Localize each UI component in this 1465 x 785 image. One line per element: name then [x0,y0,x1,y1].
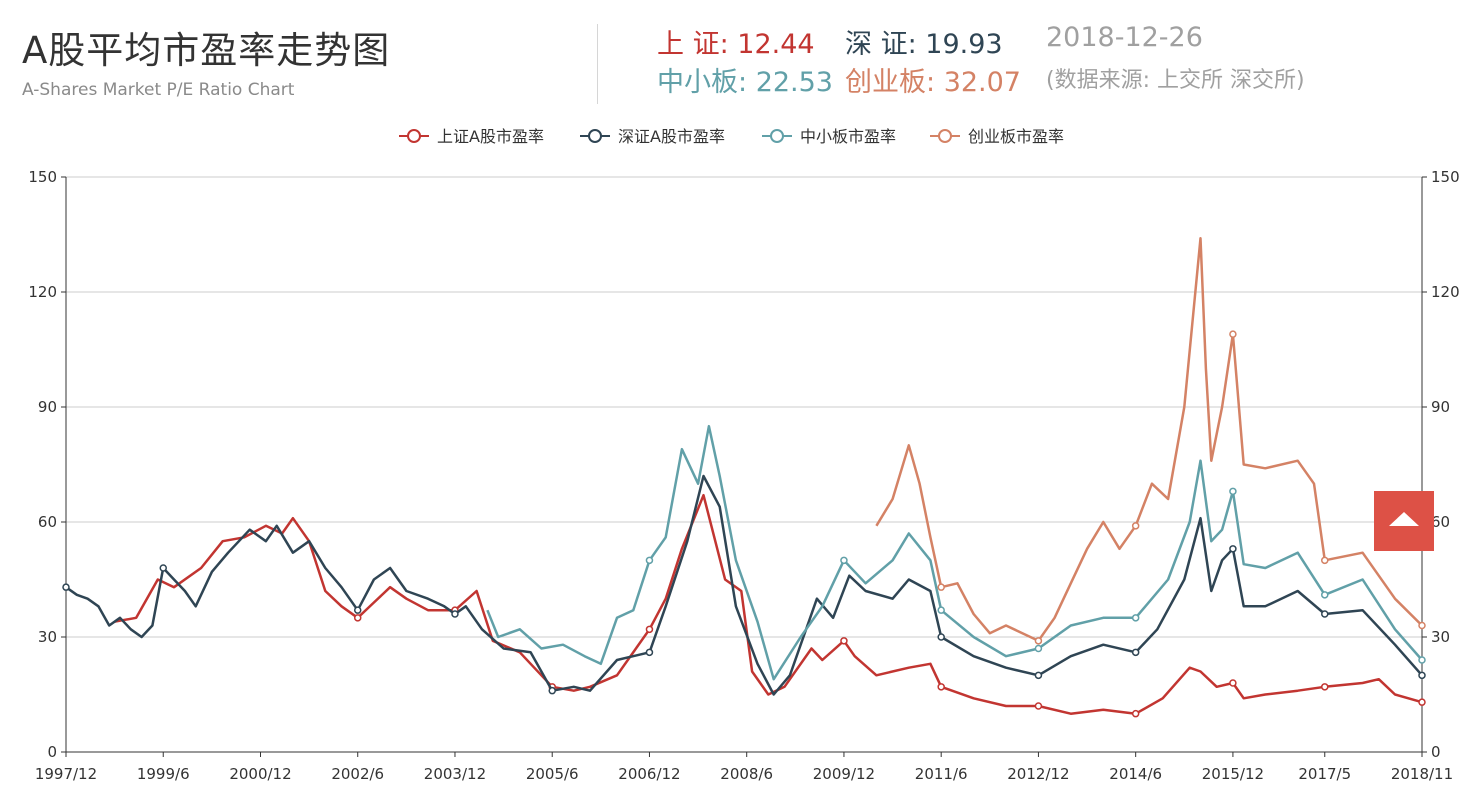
page-subtitle: A-Shares Market P/E Ratio Chart [22,80,295,100]
shenzhen-pe-stat: 深 证: 19.93 [845,22,1003,61]
series-point [840,556,848,565]
chinext-pe-label: 创业板: [845,67,944,98]
y-tick-label: 120 [28,283,57,301]
series-point [1131,648,1140,657]
legend-label: 中小板市盈率 [800,127,896,146]
legend-label: 创业板市盈率 [968,127,1064,146]
scroll-top-button[interactable] [1374,491,1434,551]
series-point [937,683,945,691]
chinext-pe-value: 32.07 [943,67,1021,98]
x-tick-label: 2006/12 [618,765,680,783]
series-point [62,583,70,591]
data-date: 2018-12-26 [1046,22,1203,53]
series-point [840,637,848,645]
legend-marker [588,129,602,143]
x-tick-label: 2011/6 [915,765,968,783]
x-tick-label: 2015/12 [1202,765,1264,783]
series-point [645,625,654,634]
series-point [1321,610,1329,618]
series-point [645,648,654,657]
y-tick-label-right: 60 [1431,513,1450,531]
x-tick-label: 1999/6 [137,765,190,783]
series-point [353,606,362,614]
series-point [353,614,362,622]
shenzhen-pe-label: 深 证: [845,29,926,60]
series-point [1229,679,1237,687]
shanghai-pe-stat: 上 证: 12.44 [657,22,815,61]
series-point [937,606,945,614]
data-source: (数据来源: 上交所 深交所) [1046,68,1305,93]
series-point [937,633,945,641]
series-point [1418,671,1426,680]
x-tick-label: 2012/12 [1007,765,1069,783]
series-point [1131,614,1140,622]
shanghai-pe-label: 上 证: [657,29,738,60]
series-line [65,474,1423,696]
series-line [875,237,1423,643]
sme-pe-value: 22.53 [755,67,833,98]
series-point [1034,671,1043,680]
x-tick-label: 2018/11 [1391,765,1453,783]
triangle-up-icon [1389,512,1419,526]
series-point [1418,698,1426,706]
series-point [1321,683,1329,691]
sme-pe-stat: 中小板: 22.53 [657,60,833,99]
series-point [1321,591,1329,599]
y-tick-label: 150 [28,168,57,186]
x-tick-label: 1997/12 [35,765,97,783]
series-point [937,583,945,591]
y-tick-label-right: 150 [1431,168,1460,186]
x-tick-label: 2014/6 [1109,765,1162,783]
series-point [645,556,654,565]
shanghai-pe-value: 12.44 [737,29,815,60]
series-point [1034,637,1043,645]
y-tick-label-right: 120 [1431,283,1460,301]
legend-marker [938,129,952,143]
shenzhen-pe-value: 19.93 [925,29,1003,60]
series-point [1131,709,1140,718]
y-tick-label: 0 [47,743,57,761]
x-tick-label: 2009/12 [813,765,875,783]
y-tick-label-right: 0 [1431,743,1441,761]
legend-label: 上证A股市盈率 [437,127,544,146]
x-tick-label: 2017/5 [1298,765,1351,783]
x-tick-label: 2003/12 [424,765,486,783]
chinext-pe-stat: 创业板: 32.07 [845,60,1021,99]
page-title: A股平均市盈率走势图 [22,29,391,72]
series-point [1229,487,1237,496]
series-point [1034,702,1043,710]
y-tick-label-right: 30 [1431,628,1450,646]
series-point [159,564,167,572]
y-tick-label: 90 [38,398,57,416]
x-tick-label: 2002/6 [331,765,384,783]
x-tick-label: 2005/6 [526,765,579,783]
y-tick-label: 30 [38,628,57,646]
x-tick-label: 2008/6 [720,765,773,783]
y-tick-label: 60 [38,513,57,531]
x-tick-label: 2000/12 [229,765,291,783]
sme-pe-label: 中小板: [657,67,756,98]
series-point [1321,556,1329,565]
series-point [1418,621,1426,630]
legend-marker [407,129,421,143]
series-point [1229,330,1237,338]
series-point [1229,545,1237,553]
series-point [548,686,556,695]
legend-marker [770,129,784,143]
legend-label: 深证A股市盈率 [618,127,725,146]
series-point [451,610,459,618]
series-point [1418,656,1426,664]
header-divider [597,24,598,104]
series-point [1131,522,1140,530]
series-point [1034,644,1043,653]
y-tick-label-right: 90 [1431,398,1450,416]
series-line [114,493,1423,715]
series-line [486,424,1423,681]
